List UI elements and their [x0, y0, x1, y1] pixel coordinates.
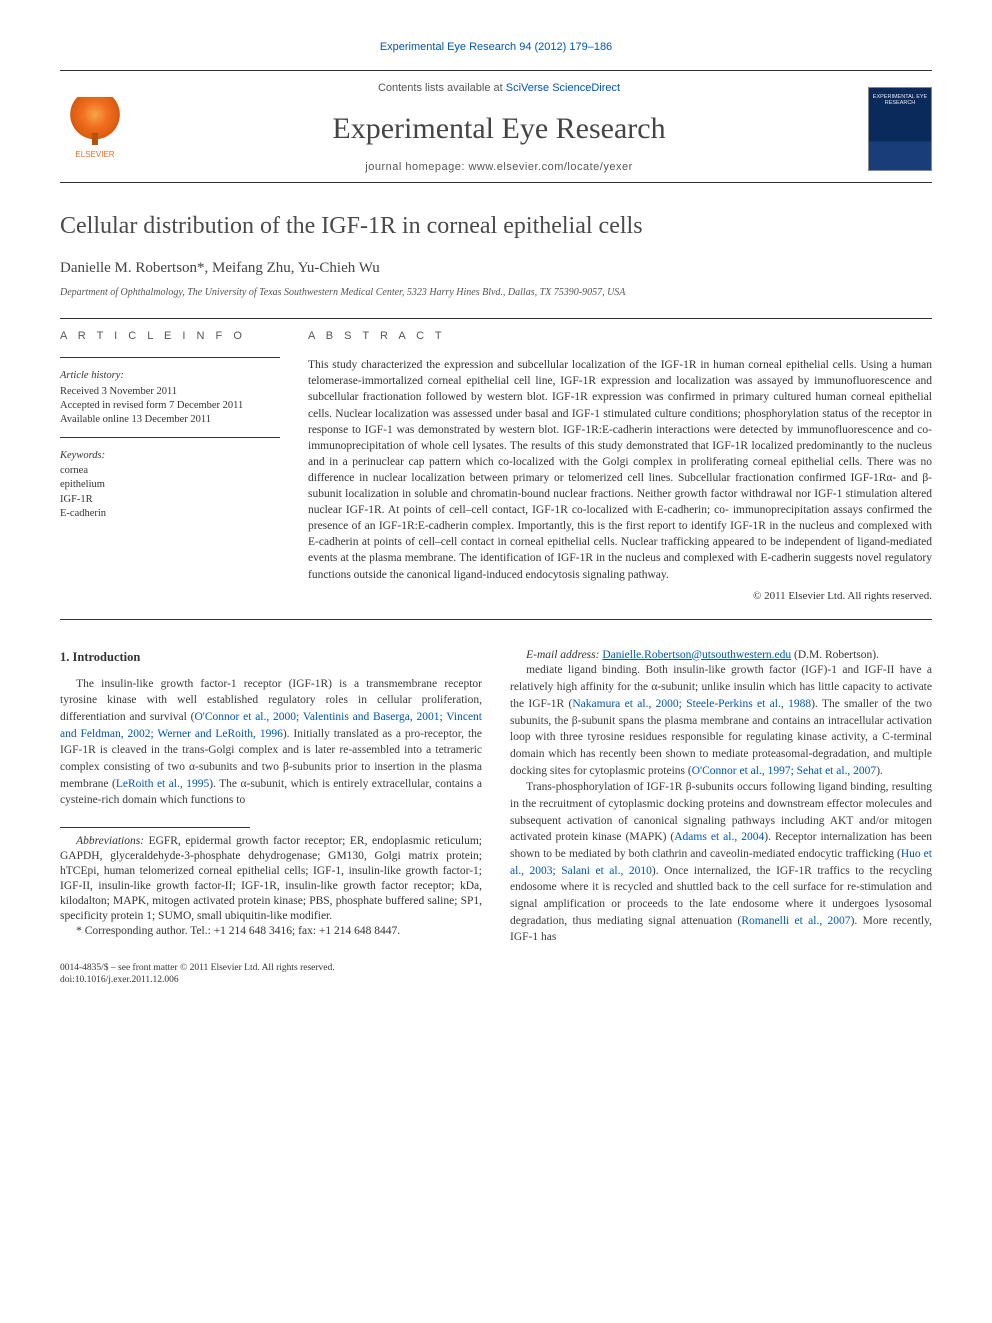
authors-list: Danielle M. Robertson*, Meifang Zhu, Yu-…	[60, 258, 932, 280]
article-body: 1. Introduction The insulin-like growth …	[60, 648, 932, 946]
running-head: Experimental Eye Research 94 (2012) 179–…	[60, 40, 932, 56]
history-received: Received 3 November 2011	[60, 385, 280, 399]
contents-prefix: Contents lists available at	[378, 82, 506, 94]
citation-link[interactable]: O'Connor et al., 1997; Sehat et al., 200…	[692, 765, 876, 777]
history-online: Available online 13 December 2011	[60, 413, 280, 427]
publisher-name: ELSEVIER	[60, 149, 130, 161]
corresponding-email-link[interactable]: Danielle.Robertson@utsouthwestern.edu	[602, 649, 791, 661]
journal-name: Experimental Eye Research	[130, 107, 868, 151]
cover-label: EXPERIMENTAL EYE RESEARCH	[871, 94, 929, 107]
article-info-column: A R T I C L E I N F O Article history: R…	[60, 329, 280, 604]
elsevier-logo[interactable]: ELSEVIER	[60, 97, 130, 161]
article-history-head: Article history:	[60, 368, 280, 383]
abstract-label: A B S T R A C T	[308, 329, 932, 345]
body-paragraph: Trans-phosphorylation of IGF-1R β-subuni…	[510, 779, 932, 946]
keywords-head: Keywords:	[60, 448, 280, 463]
journal-header: ELSEVIER Contents lists available at Sci…	[60, 70, 932, 183]
body-paragraph: The insulin-like growth factor-1 recepto…	[60, 676, 482, 809]
homepage-prefix: journal homepage:	[365, 161, 468, 173]
section-heading-introduction: 1. Introduction	[60, 648, 482, 666]
citation-link[interactable]: LeRoith et al., 1995	[116, 778, 209, 790]
citation-link[interactable]: Nakamura et al., 2000; Steele-Perkins et…	[572, 698, 811, 710]
keyword: cornea	[60, 464, 280, 478]
keyword: epithelium	[60, 478, 280, 492]
footnote-divider	[60, 827, 250, 828]
abbreviations-head: Abbreviations:	[76, 835, 144, 847]
keyword: E-cadherin	[60, 507, 280, 521]
sciencedirect-link[interactable]: SciVerse ScienceDirect	[506, 82, 620, 94]
email-suffix: (D.M. Robertson).	[791, 649, 879, 661]
elsevier-tree-icon	[70, 97, 120, 147]
abbreviations-body: EGFR, epidermal growth factor receptor; …	[60, 835, 482, 922]
abstract-copyright: © 2011 Elsevier Ltd. All rights reserved…	[308, 589, 932, 605]
affiliation: Department of Ophthalmology, The Univers…	[60, 286, 932, 301]
keyword: IGF-1R	[60, 493, 280, 507]
journal-homepage-line: journal homepage: www.elsevier.com/locat…	[130, 160, 868, 176]
article-title: Cellular distribution of the IGF-1R in c…	[60, 209, 932, 244]
abstract-text: This study characterized the expression …	[308, 357, 932, 582]
issn-line: 0014-4835/$ – see front matter © 2011 El…	[60, 962, 932, 974]
divider	[60, 619, 932, 620]
page-footer: 0014-4835/$ – see front matter © 2011 El…	[60, 962, 932, 987]
body-paragraph: mediate ligand binding. Both insulin-lik…	[510, 662, 932, 779]
contents-available-line: Contents lists available at SciVerse Sci…	[130, 81, 868, 97]
corresponding-author: * Corresponding author. Tel.: +1 214 648…	[60, 924, 482, 939]
history-accepted: Accepted in revised form 7 December 2011	[60, 399, 280, 413]
journal-cover-thumbnail[interactable]: EXPERIMENTAL EYE RESEARCH	[868, 87, 932, 171]
article-info-label: A R T I C L E I N F O	[60, 329, 280, 345]
text-run: ).	[876, 765, 883, 777]
doi-line: doi:10.1016/j.exer.2011.12.006	[60, 974, 932, 986]
citation-link[interactable]: Romanelli et al., 2007	[741, 915, 850, 927]
abstract-column: A B S T R A C T This study characterized…	[308, 329, 932, 604]
journal-homepage-link[interactable]: www.elsevier.com/locate/yexer	[468, 161, 632, 173]
citation-link[interactable]: Adams et al., 2004	[674, 831, 764, 843]
email-label: E-mail address:	[526, 649, 599, 661]
